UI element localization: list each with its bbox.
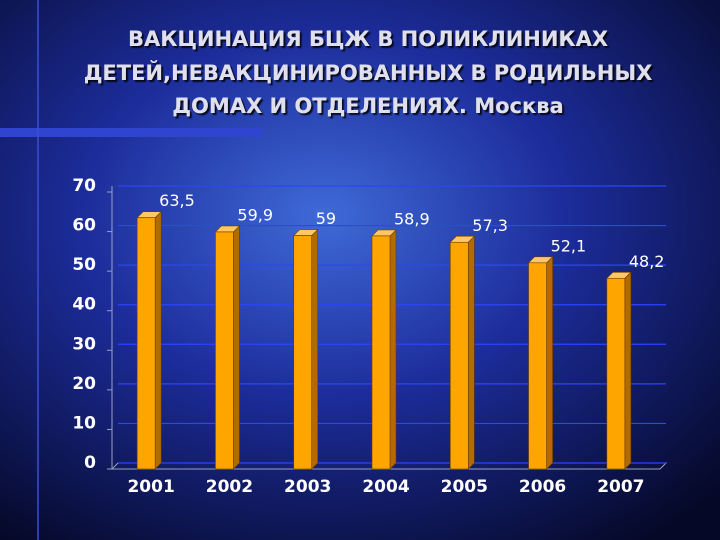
title-line: ДОМАХ И ОТДЕЛЕНИЯХ. Москва [172, 94, 563, 118]
value-label: 59 [316, 209, 336, 228]
y-tick-label: 50 [72, 255, 96, 275]
bar [293, 235, 313, 470]
plot: 0 10 20 30 40 50 60 70 2001 63,5 2002 59,9 2003 59 200… [72, 176, 668, 497]
bar-side [311, 228, 319, 470]
bar [449, 241, 469, 470]
bar [215, 231, 234, 470]
x-tick-label: 2005 [441, 477, 488, 497]
bar-side [624, 271, 632, 470]
x-tick-label: 2006 [519, 477, 566, 497]
title: ВАКЦИНАЦИЯ БЦЖ В ПОЛИКЛИНИКАХ ДЕТЕЙ,НЕВА… [84, 27, 653, 118]
y-tick-label: 20 [72, 374, 96, 394]
bar-side [546, 256, 553, 470]
x-tick-label: 2007 [597, 477, 644, 497]
x-tick-label: 2003 [284, 477, 331, 497]
y-tick-label: 70 [72, 176, 96, 196]
value-label: 52,1 [551, 236, 587, 255]
y-tick-label: 30 [72, 334, 96, 354]
title-line: ДЕТЕЙ,НЕВАКЦИНИРОВАННЫХ В РОДИЛЬНЫХ [84, 60, 653, 85]
decor-bar [0, 128, 262, 137]
x-tick-label: 2004 [362, 477, 409, 497]
y-tick-label: 0 [84, 453, 96, 473]
y-tick-label: 10 [72, 413, 96, 433]
bar-side [154, 210, 162, 470]
bar [371, 235, 391, 470]
value-label: 59,9 [237, 205, 273, 224]
x-tick-label: 2001 [127, 477, 174, 497]
bar [606, 277, 626, 470]
bar [528, 262, 547, 470]
bar-side [389, 229, 397, 470]
y-tick-label: 60 [72, 216, 96, 236]
bar-side [467, 235, 475, 470]
value-label: 48,2 [629, 252, 665, 271]
value-label: 58,9 [394, 209, 430, 228]
value-label: 63,5 [159, 191, 195, 210]
value-label: 57,3 [472, 216, 508, 235]
bar [136, 217, 156, 470]
x-tick-label: 2002 [206, 477, 253, 497]
bar-side [233, 225, 240, 470]
title-line: ВАКЦИНАЦИЯ БЦЖ В ПОЛИКЛИНИКАХ [128, 27, 608, 51]
y-tick-label: 40 [72, 295, 96, 315]
